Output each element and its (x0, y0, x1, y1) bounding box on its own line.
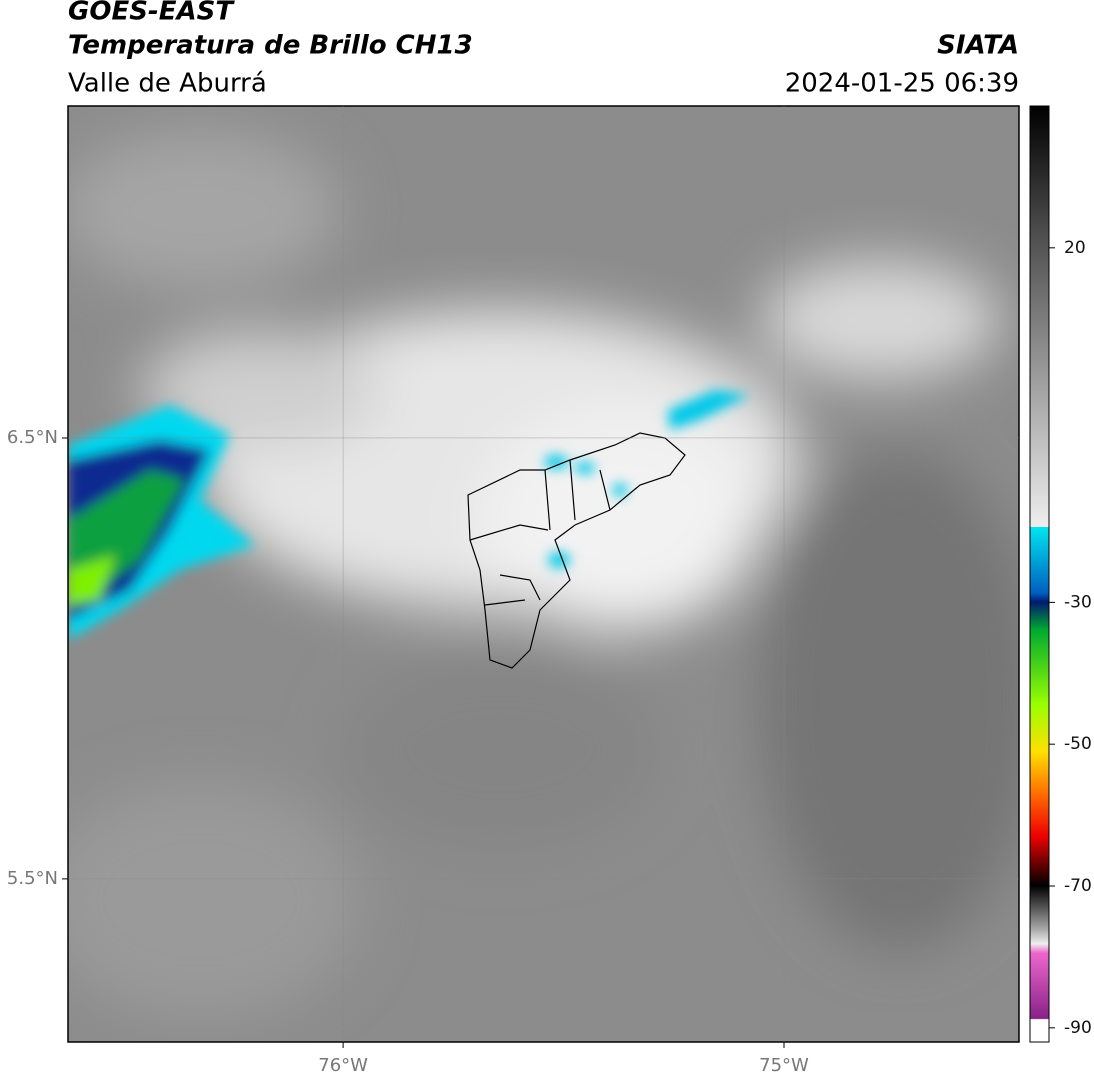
colorbar-tick-label: -70 (1064, 876, 1092, 896)
x-tick-label: 75°W (759, 1055, 809, 1076)
subtitle: Temperatura de Brillo CH13 (68, 31, 473, 61)
colorbar-tick-label: -50 (1064, 734, 1092, 754)
colorbar-tick-label: -90 (1064, 1018, 1092, 1038)
timestamp: 2024-01-25 06:39 (785, 69, 1019, 99)
map-frame (67, 105, 1020, 1043)
x-tick-label: 76°W (318, 1055, 368, 1076)
region: Valle de Aburrá (68, 69, 267, 99)
y-tick-label: 5.5°N (7, 868, 58, 889)
title: GOES-EAST (68, 0, 235, 27)
source: SIATA (937, 31, 1019, 61)
satellite-image (68, 106, 1019, 1042)
y-tick-label: 6.5°N (7, 427, 58, 448)
colorbar (1029, 105, 1050, 1043)
colorbar-tick-label: 20 (1064, 238, 1086, 258)
colorbar-tick-label: -30 (1064, 592, 1092, 612)
